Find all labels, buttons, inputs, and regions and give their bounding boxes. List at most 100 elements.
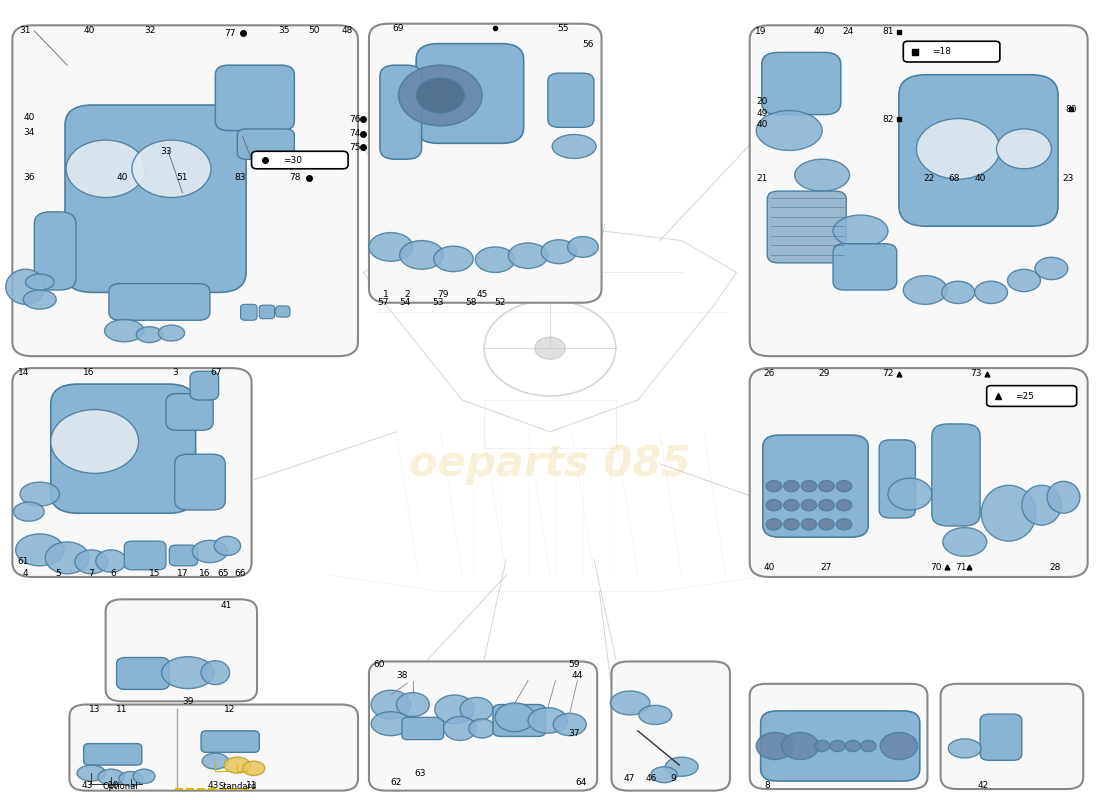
Ellipse shape bbox=[201, 661, 230, 685]
Ellipse shape bbox=[443, 717, 476, 741]
FancyBboxPatch shape bbox=[69, 705, 358, 790]
Text: 70: 70 bbox=[931, 563, 942, 572]
FancyBboxPatch shape bbox=[767, 191, 846, 263]
Text: 7: 7 bbox=[88, 570, 95, 578]
Text: 27: 27 bbox=[821, 563, 833, 572]
Text: 75: 75 bbox=[349, 142, 361, 152]
Ellipse shape bbox=[829, 741, 845, 751]
Text: 55: 55 bbox=[558, 24, 569, 33]
Ellipse shape bbox=[610, 691, 650, 715]
Ellipse shape bbox=[528, 708, 568, 734]
Text: 12: 12 bbox=[224, 705, 235, 714]
Ellipse shape bbox=[880, 733, 917, 759]
Text: 40: 40 bbox=[23, 114, 34, 122]
Text: 79: 79 bbox=[437, 290, 448, 299]
Text: 45: 45 bbox=[476, 290, 487, 299]
Ellipse shape bbox=[833, 215, 888, 247]
Text: 81: 81 bbox=[882, 27, 893, 36]
Text: 61: 61 bbox=[18, 557, 29, 566]
FancyBboxPatch shape bbox=[51, 384, 196, 514]
Text: 40: 40 bbox=[84, 26, 95, 35]
Text: 29: 29 bbox=[818, 369, 830, 378]
Text: 26: 26 bbox=[763, 369, 776, 378]
Text: 16: 16 bbox=[84, 368, 95, 378]
Text: 32: 32 bbox=[144, 26, 155, 35]
Ellipse shape bbox=[783, 518, 799, 530]
FancyBboxPatch shape bbox=[201, 731, 260, 752]
Text: 51: 51 bbox=[177, 173, 188, 182]
Text: 46: 46 bbox=[646, 774, 657, 783]
FancyBboxPatch shape bbox=[402, 718, 443, 740]
FancyBboxPatch shape bbox=[899, 74, 1058, 226]
Text: 36: 36 bbox=[23, 173, 34, 182]
Ellipse shape bbox=[814, 741, 829, 751]
Ellipse shape bbox=[508, 243, 548, 269]
Text: 14: 14 bbox=[18, 368, 29, 378]
Ellipse shape bbox=[1035, 258, 1068, 280]
Text: 65: 65 bbox=[218, 570, 229, 578]
Ellipse shape bbox=[666, 757, 698, 776]
Text: 19: 19 bbox=[755, 27, 767, 36]
Ellipse shape bbox=[15, 534, 64, 566]
Ellipse shape bbox=[568, 237, 598, 258]
Text: 2: 2 bbox=[405, 290, 410, 299]
FancyBboxPatch shape bbox=[252, 151, 348, 169]
Text: 38: 38 bbox=[396, 670, 408, 679]
Circle shape bbox=[51, 410, 139, 474]
FancyBboxPatch shape bbox=[368, 24, 602, 302]
Ellipse shape bbox=[77, 765, 106, 781]
Text: 4: 4 bbox=[23, 570, 29, 578]
FancyBboxPatch shape bbox=[750, 368, 1088, 577]
Text: 63: 63 bbox=[415, 769, 427, 778]
Ellipse shape bbox=[553, 714, 586, 736]
Text: 69: 69 bbox=[393, 24, 405, 33]
Text: =25: =25 bbox=[1014, 391, 1033, 401]
Ellipse shape bbox=[119, 771, 143, 786]
Text: 17: 17 bbox=[177, 570, 188, 578]
Text: 10: 10 bbox=[108, 782, 119, 790]
Ellipse shape bbox=[888, 478, 932, 510]
Text: 15: 15 bbox=[150, 570, 161, 578]
Circle shape bbox=[398, 65, 482, 126]
FancyBboxPatch shape bbox=[124, 541, 166, 570]
FancyBboxPatch shape bbox=[761, 711, 920, 781]
Ellipse shape bbox=[943, 527, 987, 556]
FancyBboxPatch shape bbox=[763, 435, 868, 537]
FancyBboxPatch shape bbox=[416, 44, 524, 143]
Text: 54: 54 bbox=[399, 298, 411, 307]
Ellipse shape bbox=[45, 542, 89, 574]
Ellipse shape bbox=[192, 540, 228, 562]
Text: =30: =30 bbox=[283, 155, 301, 165]
Text: 37: 37 bbox=[569, 729, 580, 738]
Ellipse shape bbox=[541, 240, 576, 264]
Text: 40: 40 bbox=[813, 27, 825, 36]
FancyBboxPatch shape bbox=[879, 440, 915, 518]
Ellipse shape bbox=[981, 486, 1036, 541]
Text: 1: 1 bbox=[383, 290, 388, 299]
Text: 50: 50 bbox=[308, 26, 320, 35]
Text: 23: 23 bbox=[1063, 174, 1074, 183]
Ellipse shape bbox=[162, 657, 214, 689]
Ellipse shape bbox=[460, 698, 493, 722]
Ellipse shape bbox=[948, 739, 981, 758]
Ellipse shape bbox=[13, 502, 44, 521]
FancyBboxPatch shape bbox=[241, 304, 257, 320]
Ellipse shape bbox=[767, 481, 781, 492]
Text: 66: 66 bbox=[234, 570, 246, 578]
Text: 24: 24 bbox=[843, 27, 854, 36]
Text: 8: 8 bbox=[764, 782, 770, 790]
Text: 71: 71 bbox=[956, 563, 967, 572]
Text: 40: 40 bbox=[117, 173, 128, 182]
Ellipse shape bbox=[818, 518, 834, 530]
FancyBboxPatch shape bbox=[12, 26, 358, 356]
Ellipse shape bbox=[651, 766, 678, 782]
FancyBboxPatch shape bbox=[65, 105, 246, 292]
Text: 11: 11 bbox=[117, 705, 128, 714]
FancyBboxPatch shape bbox=[762, 53, 840, 114]
Ellipse shape bbox=[767, 500, 781, 511]
Ellipse shape bbox=[469, 719, 495, 738]
Text: 6: 6 bbox=[110, 570, 117, 578]
FancyBboxPatch shape bbox=[750, 684, 927, 789]
Text: 58: 58 bbox=[465, 298, 476, 307]
FancyBboxPatch shape bbox=[166, 394, 213, 430]
